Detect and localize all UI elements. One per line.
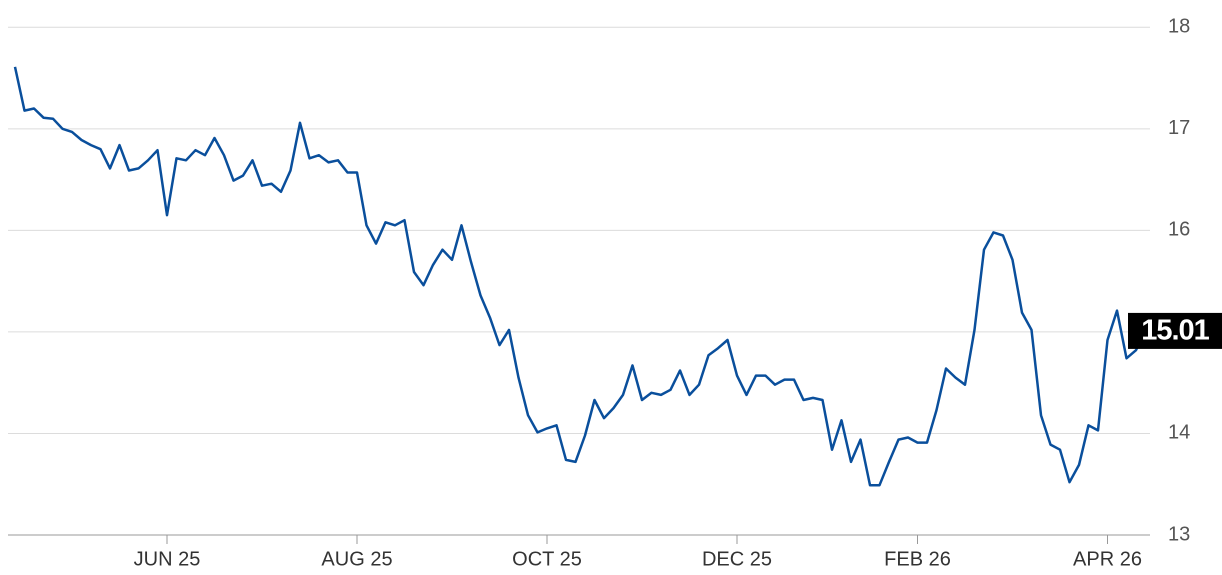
x-tick-label: JUN 25 — [134, 548, 201, 570]
line — [13, 66, 1147, 487]
y-tick-label: 16 — [1168, 219, 1190, 241]
x-tick-label: OCT 25 — [512, 548, 582, 570]
y-tick-label: 13 — [1168, 523, 1190, 545]
y-tick-label: 14 — [1168, 422, 1190, 444]
x-tick-label: AUG 25 — [321, 548, 392, 570]
y-tick-label: 17 — [1168, 117, 1190, 139]
y-tick-label: 18 — [1168, 16, 1190, 38]
last-value-label: 15.01 — [1141, 315, 1209, 347]
x-tick-label: DEC 25 — [702, 548, 772, 570]
last-value-box — [1128, 312, 1222, 349]
x-tick-label: APR 26 — [1073, 548, 1142, 570]
x-tick-label: FEB 26 — [884, 548, 951, 570]
